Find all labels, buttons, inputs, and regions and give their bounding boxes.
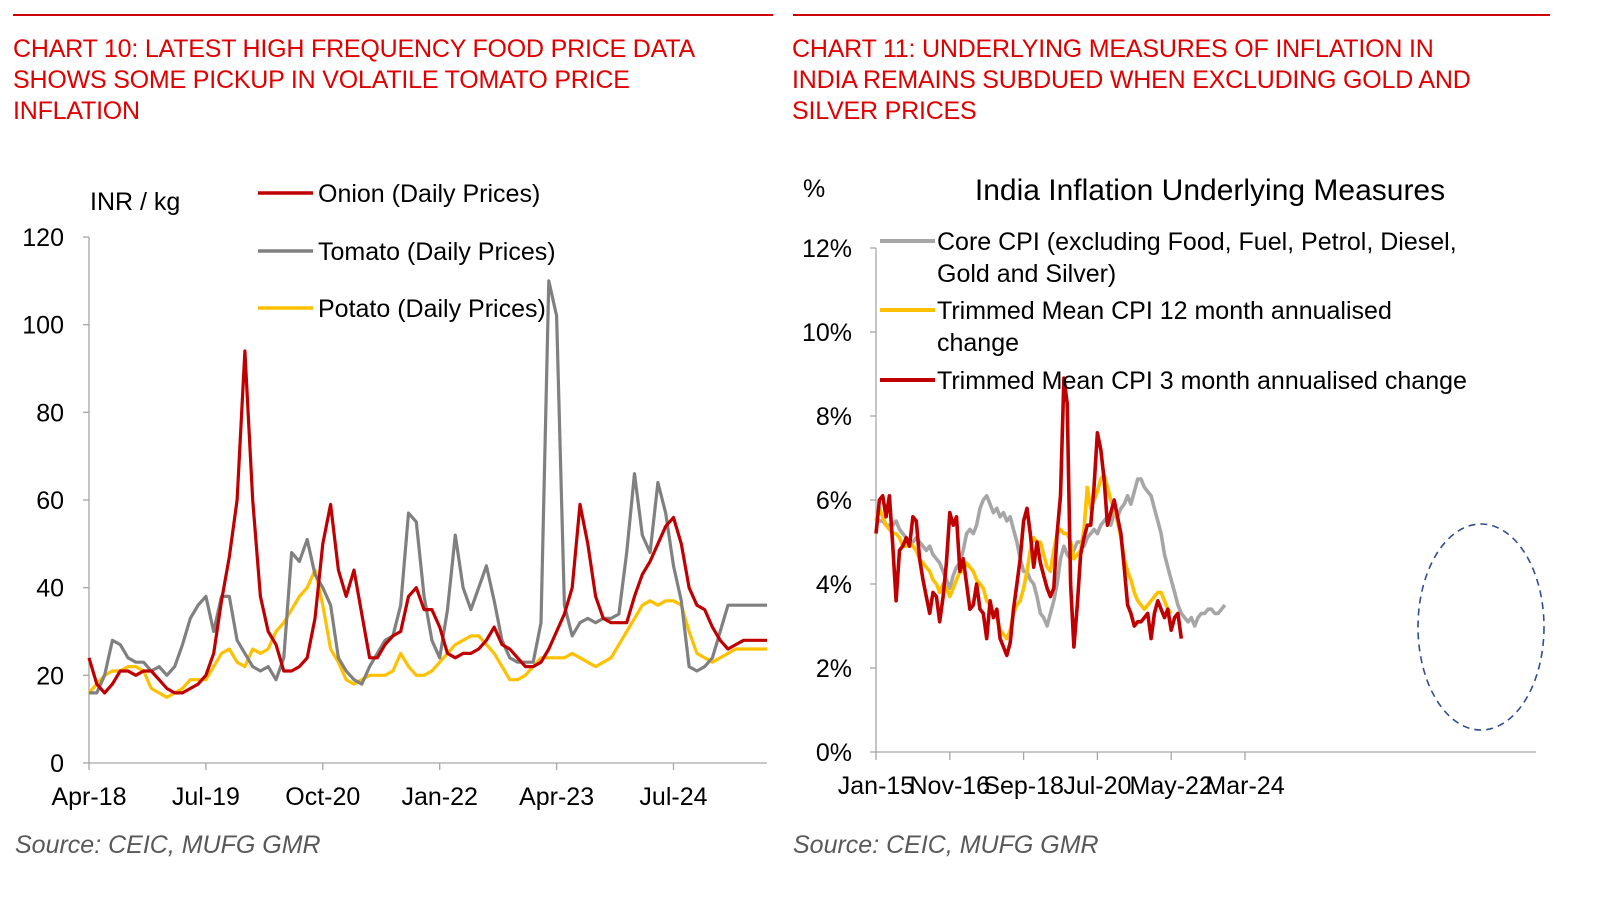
y-tick-label: 2% — [816, 655, 852, 683]
chart11-heading-line: SILVER PRICES — [792, 97, 977, 125]
series-line-tomato — [89, 279, 767, 695]
x-tick-label: Apr-23 — [519, 783, 594, 811]
chart10-heading-line: INFLATION — [13, 97, 140, 125]
x-tick-label: Jul-20 — [1063, 772, 1131, 800]
chart10-food-prices: 0 20 40 60 80 100 120 Apr-18 Jul-19 Oct-20 Jan-22 A… — [22, 180, 767, 811]
y-tick-label: 120 — [22, 224, 64, 252]
y-axis-label: % — [803, 175, 825, 203]
x-tick-label: Oct-20 — [285, 783, 360, 811]
x-tick-label: Apr-18 — [51, 783, 126, 811]
legend-label: Tomato (Daily Prices) — [318, 238, 556, 266]
y-tick-label: 10% — [802, 319, 852, 347]
legend-label: change — [937, 329, 1019, 357]
y-tick-label: 4% — [816, 571, 852, 599]
legend-label: Potato (Daily Prices) — [318, 295, 546, 323]
y-tick-label: 60 — [36, 487, 64, 515]
chart10-source: Source: CEIC, MUFG GMR — [15, 831, 321, 859]
y-axis-label: INR / kg — [90, 188, 180, 216]
legend-label: Trimmed Mean CPI 12 month annualised — [937, 297, 1392, 325]
chart-title: India Inflation Underlying Measures — [975, 174, 1445, 207]
x-tick-label: Jan-15 — [838, 772, 914, 800]
right-top-rule — [793, 14, 1550, 16]
chart11-source: Source: CEIC, MUFG GMR — [793, 831, 1099, 859]
series-line-core-cpi — [874, 477, 1227, 628]
series-line-onion — [87, 349, 767, 695]
y-tick-label: 100 — [22, 312, 64, 340]
y-tick-label: 80 — [36, 399, 64, 427]
series-line-trimmed-mean-3m — [874, 376, 1184, 658]
annotation-ellipse — [1417, 523, 1545, 731]
x-tick-label: Jan-22 — [401, 783, 477, 811]
y-tick-label: 40 — [36, 575, 64, 603]
y-tick-label: 8% — [816, 403, 852, 431]
chart11-heading-line: CHART 11: UNDERLYING MEASURES OF INFLATI… — [792, 35, 1434, 63]
chart10-heading-line: CHART 10: LATEST HIGH FREQUENCY FOOD PRI… — [13, 35, 695, 63]
y-tick-label: 0 — [50, 750, 64, 778]
x-tick-label: Jul-24 — [639, 783, 707, 811]
legend-label: Gold and Silver) — [937, 260, 1116, 288]
chart10-heading: CHART 10: LATEST HIGH FREQUENCY FOOD PRI… — [13, 34, 695, 127]
x-tick-label: Mar-24 — [1205, 772, 1284, 800]
x-tick-label: May-22 — [1130, 772, 1213, 800]
x-tick-label: Jul-19 — [172, 783, 240, 811]
y-tick-label: 0% — [816, 739, 852, 767]
y-tick-label: 12% — [802, 235, 852, 263]
x-tick-label: Nov-16 — [910, 772, 991, 800]
chart10-heading-line: SHOWS SOME PICKUP IN VOLATILE TOMATO PRI… — [13, 66, 630, 94]
chart11-heading: CHART 11: UNDERLYING MEASURES OF INFLATI… — [792, 34, 1471, 127]
y-tick-label: 20 — [36, 662, 64, 690]
x-tick-label: Sep-18 — [983, 772, 1064, 800]
legend-label: Onion (Daily Prices) — [318, 180, 540, 208]
y-tick-label: 6% — [816, 487, 852, 515]
legend-label: Core CPI (excluding Food, Fuel, Petrol, … — [937, 228, 1457, 256]
chart11-heading-line: INDIA REMAINS SUBDUED WHEN EXCLUDING GOL… — [792, 66, 1471, 94]
left-top-rule — [13, 14, 773, 16]
legend-label: Trimmed Mean CPI 3 month annualised chan… — [937, 367, 1467, 395]
